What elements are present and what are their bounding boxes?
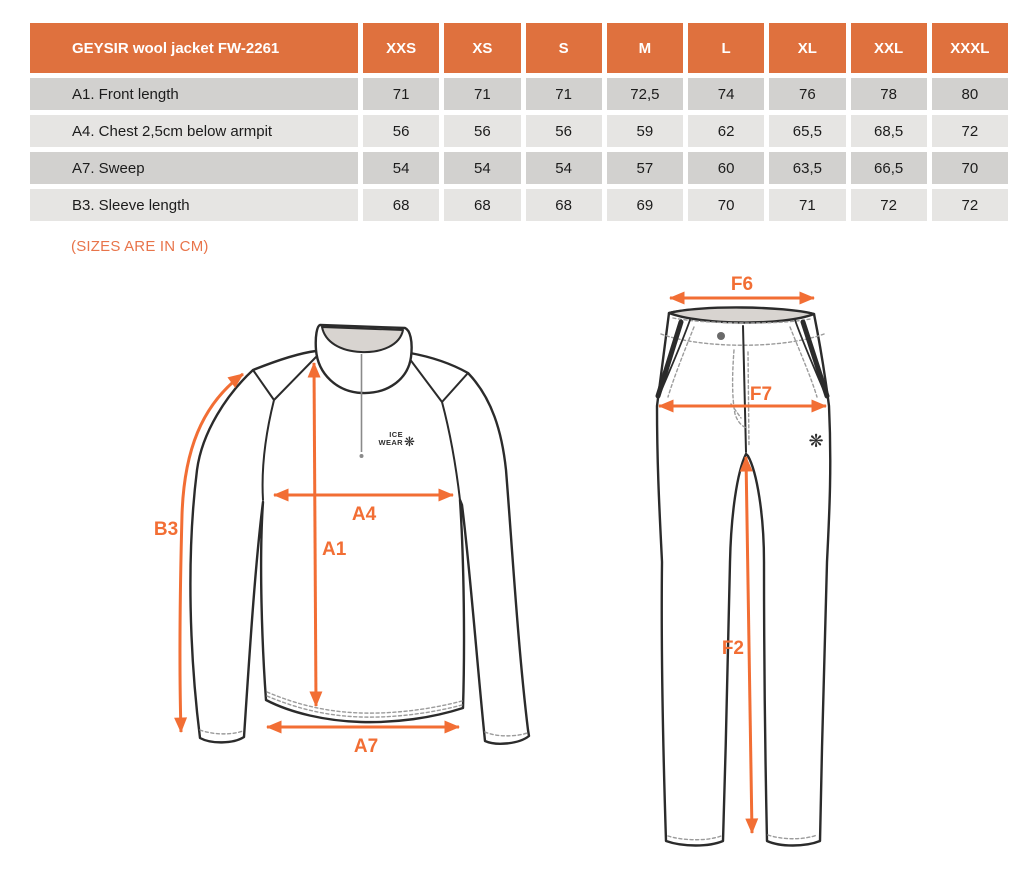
size-value: 68 [525, 189, 602, 221]
pants-right-pocket-edge [794, 319, 827, 397]
size-value: 70 [931, 152, 1008, 184]
size-value: 80 [931, 78, 1008, 110]
size-value: 54 [363, 152, 440, 184]
pants-right-pocket [800, 319, 830, 399]
pants-outline [655, 307, 832, 847]
size-value: 78 [850, 78, 927, 110]
pants-right-pocket-stitch [789, 326, 818, 398]
jacket-a7-label: A7 [354, 736, 378, 757]
jacket-zipper-pull [359, 454, 364, 458]
size-header-xxxl: XXXL [931, 23, 1008, 73]
size-value: 54 [525, 152, 602, 184]
jacket-right-shoulder-seam [408, 357, 469, 501]
size-header-l: L [688, 23, 765, 73]
size-value: 68 [444, 189, 521, 221]
row-label-sleeve-length: B3. Sleeve length [30, 189, 358, 221]
row-label-sweep: A7. Sweep [30, 152, 358, 184]
jacket-hem-stitch [266, 691, 463, 718]
jacket-outline [189, 349, 531, 745]
size-value: 59 [606, 115, 683, 147]
size-value: 68,5 [850, 115, 927, 147]
size-header-m: M [606, 23, 683, 73]
size-value: 72 [850, 189, 927, 221]
size-value: 72 [931, 115, 1008, 147]
icewear-logo-line2: WEAR [378, 438, 403, 447]
pants-left-pocket [655, 319, 684, 399]
size-header-xxl: XXL [850, 23, 927, 73]
size-value: 60 [688, 152, 765, 184]
size-value: 69 [606, 189, 683, 221]
size-value: 71 [363, 78, 440, 110]
size-table: GEYSIR wool jacket FW-2261 XXS XS S M L … [30, 23, 1008, 221]
size-value: 72,5 [606, 78, 683, 110]
pants-f2-label: F2 [722, 638, 744, 659]
pants-hem-stitch [667, 834, 818, 841]
size-value: 57 [606, 152, 683, 184]
row-label-chest: A4. Chest 2,5cm below armpit [30, 115, 358, 147]
pants-left-pocket-edge [658, 319, 691, 397]
pants-diagram: ❋ F6 F7 F2 [655, 274, 832, 847]
pants-f6-label: F6 [731, 274, 753, 295]
icewear-logo-line1: ICE [389, 430, 403, 439]
size-value: 72 [931, 189, 1008, 221]
snowflake-icon: ❋ [404, 435, 415, 450]
size-value: 63,5 [769, 152, 846, 184]
size-header-xl: XL [769, 23, 846, 73]
snowflake-icon: ❋ [808, 431, 823, 452]
size-value: 76 [769, 78, 846, 110]
jacket-right-cuff-stitch [484, 731, 528, 737]
size-value: 65,5 [769, 115, 846, 147]
pants-f2-arrow [739, 456, 759, 834]
row-label-front-length: A1. Front length [30, 78, 358, 110]
size-value: 70 [688, 189, 765, 221]
size-value: 68 [363, 189, 440, 221]
jacket-a1-arrow [307, 362, 323, 707]
size-value: 54 [444, 152, 521, 184]
jacket-a4-label: A4 [352, 504, 377, 525]
pants-center-front-line [742, 325, 747, 453]
jacket-collar-opening [321, 326, 404, 354]
pants-f7-label: F7 [750, 384, 772, 405]
pants-button [717, 332, 725, 340]
size-value: 56 [444, 115, 521, 147]
size-header-xxs: XXS [363, 23, 440, 73]
jacket-a1-label: A1 [322, 539, 347, 560]
size-value: 71 [769, 189, 846, 221]
size-value: 66,5 [850, 152, 927, 184]
measurement-diagrams: ICE WEAR ❋ A4 A1 A7 B3 ❋ [154, 274, 832, 847]
size-value: 71 [444, 78, 521, 110]
sizes-in-cm-note: (SIZES ARE IN CM) [71, 238, 209, 255]
pants-left-pocket-stitch [667, 326, 695, 398]
pants-waist-opening [667, 306, 816, 324]
size-value: 74 [688, 78, 765, 110]
table-title: GEYSIR wool jacket FW-2261 [30, 23, 358, 73]
jacket-b3-label: B3 [154, 519, 178, 540]
size-value: 62 [688, 115, 765, 147]
size-value: 56 [363, 115, 440, 147]
size-header-s: S [525, 23, 602, 73]
size-value: 71 [525, 78, 602, 110]
jacket-b3-arrow [174, 372, 244, 733]
size-value: 56 [525, 115, 602, 147]
jacket-diagram: ICE WEAR ❋ A4 A1 A7 B3 [154, 323, 531, 757]
size-header-xs: XS [444, 23, 521, 73]
